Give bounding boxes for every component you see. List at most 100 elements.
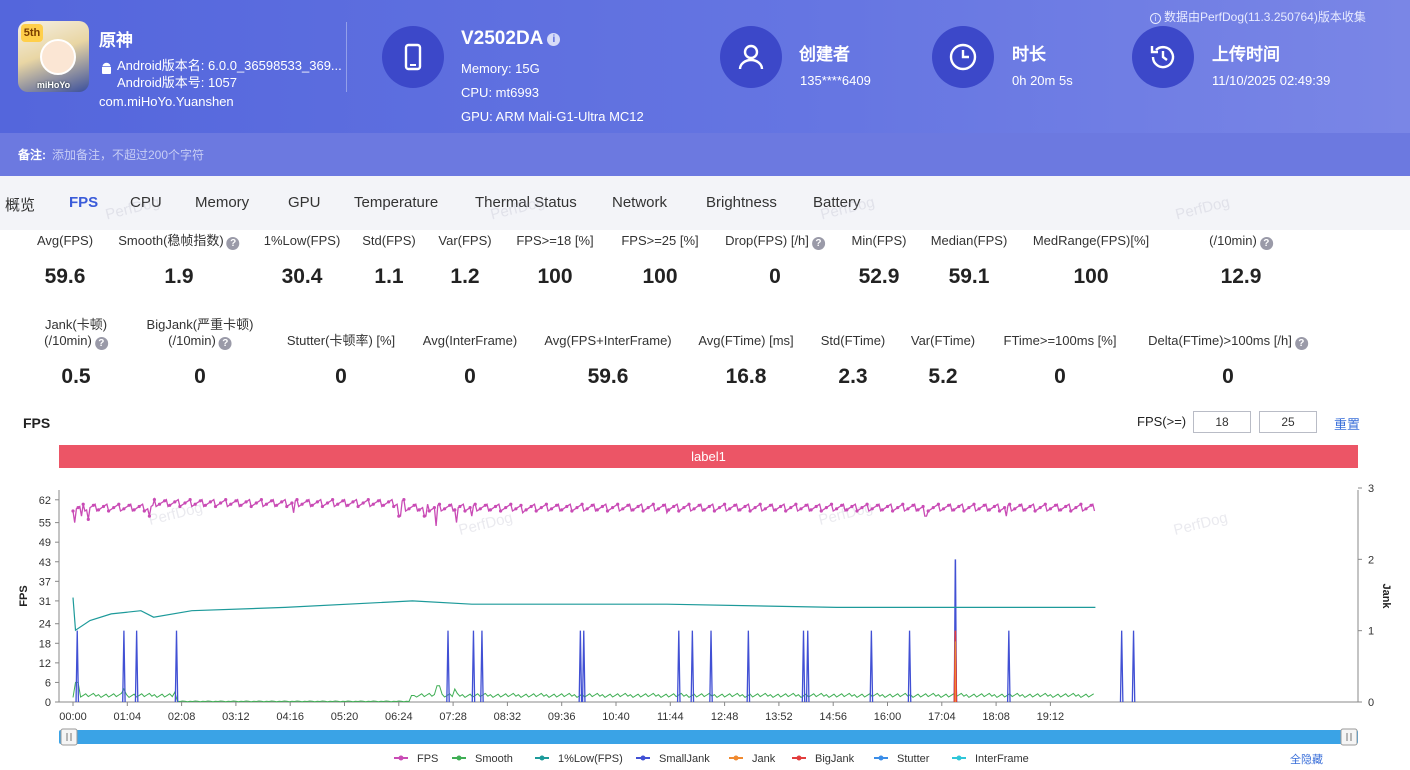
fps-point [188,498,192,502]
tab-fps[interactable]: FPS [69,194,99,211]
tab-cpu[interactable]: CPU [130,194,162,211]
fps-point [539,506,543,510]
fps-point [107,509,111,513]
info-circle-icon: i [1150,13,1161,24]
device-memory: Memory: 15G [461,61,540,76]
legend-label: Smooth [475,753,513,765]
fps-point [381,503,386,507]
fps-point [651,502,655,506]
help-icon[interactable]: ? [218,337,232,350]
legend-item[interactable]: Smooth [452,753,513,765]
fps-point [768,503,773,507]
help-icon[interactable]: ? [1294,337,1308,350]
fps-point [1008,502,1012,506]
fps-point [157,502,162,506]
fps-point [773,508,778,512]
stat-value: 0 [464,365,476,388]
fps-point [504,506,508,510]
fps-point [565,504,569,509]
help-icon[interactable]: ? [94,337,108,350]
y-tick-label: 43 [39,557,51,569]
smalljank-spike [690,630,695,703]
history-icon [1132,26,1194,88]
fps-point [213,504,218,509]
fps-point [850,504,854,509]
legend-item[interactable]: SmallJank [636,753,710,765]
fps-point [463,509,467,513]
android-icon [102,62,111,74]
tab-battery[interactable]: Battery [813,194,861,211]
fps-point [127,503,131,507]
y-tick-label: 37 [39,576,51,588]
legend-item[interactable]: FPS [394,753,438,765]
creator-value: 135****6409 [800,73,871,88]
fps-point [86,517,90,521]
fps-point [896,506,900,510]
smalljank-spike [174,630,179,703]
fps-point [1084,507,1088,511]
fps-point [631,508,635,512]
fps-point [203,503,207,507]
fps-threshold-input-2[interactable] [1259,411,1317,433]
fps-threshold-input-1[interactable] [1193,411,1251,433]
tab-network[interactable]: Network [612,194,668,211]
tab-brightness[interactable]: Brightness [706,194,777,211]
stat-value: 0 [194,365,206,388]
zoom-slider-track[interactable] [59,730,1358,744]
fps-point [906,507,910,511]
x-tick-label: 05:20 [331,711,359,723]
tab-temperature[interactable]: Temperature [354,194,439,211]
legend-item[interactable]: InterFrame [952,753,1029,765]
tab-gpu[interactable]: GPU [288,194,321,211]
legend-marker [796,755,802,761]
help-icon[interactable]: ? [226,237,240,250]
fps-point [814,504,818,509]
smalljank-spike [1006,630,1011,703]
remark-input[interactable]: 添加备注，不超过200个字符 [52,148,205,162]
fps-point [600,504,605,509]
stat-value: 52.9 [858,265,900,288]
tab-thermal-status[interactable]: Thermal Status [475,194,577,211]
upload-time-label: 上传时间 [1212,45,1280,64]
watermark: PerfDog [1172,509,1230,539]
fps-point [331,498,335,502]
fps-point [249,504,253,509]
zoom-slider-handle[interactable] [1340,728,1358,746]
help-icon[interactable]: ? [811,237,825,250]
tab-overview[interactable]: 概览 [5,197,36,214]
fps-point [977,507,981,511]
zoom-slider-handle[interactable] [60,728,78,746]
fps-point [626,503,630,507]
fps-point [239,503,243,507]
help-icon[interactable]: ? [1259,237,1273,250]
legend-item[interactable]: BigJank [792,753,855,765]
fps-point [224,498,228,502]
stat-value: 2.3 [838,365,868,388]
reset-button[interactable]: 重置 [1334,417,1361,432]
fps-point [549,507,554,511]
stat-label: Var(FPS) [438,233,492,248]
label-band[interactable]: label1 [59,445,1358,468]
stat-label: FPS>=18 [%] [516,233,594,248]
fps-point [173,500,177,504]
device-info-icon[interactable]: i [547,33,561,46]
fps-point [407,507,411,511]
duration-value: 0h 20m 5s [1012,73,1073,88]
fps-point [707,504,711,509]
fps-point [234,499,238,503]
fps-point [941,507,946,511]
legend-item[interactable]: 1%Low(FPS) [535,753,623,765]
fps-point [616,502,620,506]
fps-point [1064,504,1068,509]
y-tick-label: 12 [39,658,51,670]
smalljank-spike [869,630,874,703]
y-axis-title: FPS [18,585,30,606]
stat-label: 1%Low(FPS) [263,233,341,248]
y2-tick-label: 3 [1368,483,1374,495]
hide-all-button[interactable]: 全隐藏 [1290,754,1323,766]
fps-markers [71,498,1093,521]
legend-item[interactable]: Jank [729,753,776,765]
legend-item[interactable]: Stutter [874,753,930,765]
tab-memory[interactable]: Memory [195,194,250,211]
